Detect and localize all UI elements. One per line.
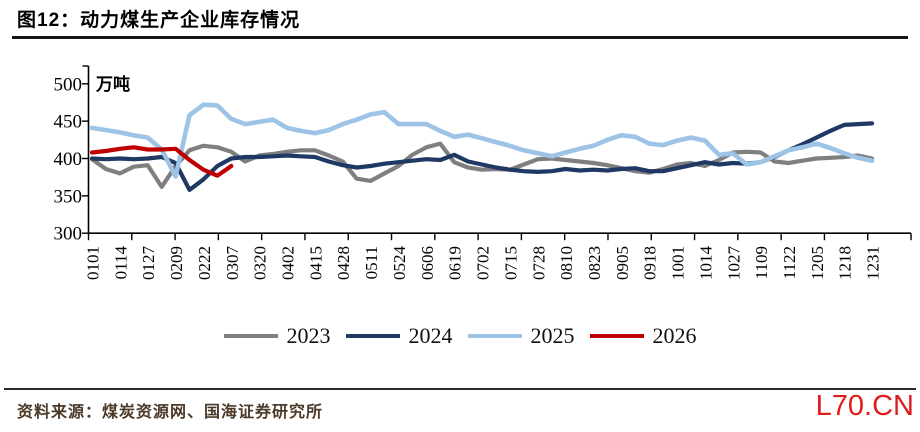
- x-tick-label: 1218: [836, 246, 855, 280]
- x-tick-label: 0415: [306, 246, 325, 280]
- figure-label: 图12：: [17, 10, 81, 31]
- x-tick-label: 0524: [390, 246, 409, 281]
- figure-title: 图12：动力煤生产企业库存情况: [17, 5, 300, 32]
- legend-item-2025: 2025: [467, 323, 575, 349]
- x-tick-label: 0101: [84, 246, 103, 280]
- legend-item-2023: 2023: [223, 323, 331, 349]
- y-tick-label: 450: [54, 112, 83, 133]
- x-tick-label: 0222: [195, 246, 214, 280]
- legend-swatch-2024: [345, 334, 400, 338]
- legend-label-2025: 2025: [530, 323, 575, 348]
- watermark-text: L70.CN: [815, 390, 914, 422]
- x-tick-label: 0127: [139, 246, 158, 281]
- x-tick-label: 1027: [724, 246, 743, 281]
- x-tick-label: 0114: [111, 246, 130, 280]
- series-line-2023: [89, 141, 875, 189]
- y-tick-label: 300: [54, 224, 83, 245]
- x-tick-label: 0823: [585, 246, 604, 280]
- series-line-2025: [89, 102, 875, 179]
- legend-swatch-2025: [467, 334, 522, 338]
- x-tick-label: 0307: [223, 246, 242, 281]
- x-tick-label: 0511: [362, 246, 381, 279]
- x-tick-label: 0619: [446, 246, 465, 280]
- x-tick-label: 0402: [279, 246, 298, 280]
- x-tick-label: 1122: [780, 246, 799, 279]
- legend-label-2023: 2023: [286, 323, 331, 348]
- line-chart: 500 450 400 350 300 万吨 0101 0114 0127 0209 0222 030…: [54, 65, 912, 281]
- series-line-2026: [89, 145, 234, 178]
- y-tick-label: 350: [54, 186, 83, 207]
- x-tick-label: 0320: [251, 246, 270, 280]
- source-text: 资料来源：煤炭资源网、国海证券研究所: [17, 404, 324, 421]
- x-tick-label: 0728: [529, 246, 548, 280]
- y-tick-label: 400: [54, 149, 83, 170]
- x-tick-label: 0918: [641, 246, 660, 280]
- x-tick-label: 1001: [669, 246, 688, 280]
- legend-swatch-2026: [589, 334, 644, 338]
- x-tick-label: 0905: [613, 246, 632, 280]
- x-tick-label: 1109: [752, 246, 771, 279]
- title-divider: [12, 36, 908, 39]
- footer-divider: [4, 388, 916, 390]
- legend-item-2026: 2026: [589, 323, 697, 349]
- legend-label-2026: 2026: [652, 323, 697, 348]
- x-tick-label: 1231: [864, 246, 883, 280]
- y-tick-label: 500: [54, 74, 83, 95]
- x-tick-label: 0428: [334, 246, 353, 280]
- x-tick-label: 0606: [418, 246, 437, 280]
- figure-title-text: 动力煤生产企业库存情况: [80, 10, 301, 31]
- series-line-2024: [89, 121, 875, 192]
- legend-swatch-2023: [223, 334, 278, 338]
- legend-item-2024: 2024: [345, 323, 453, 349]
- x-tick-label: 1014: [696, 246, 715, 281]
- chart-legend: 2023 2024 2025 2026: [0, 323, 920, 349]
- x-tick-label: 0702: [474, 246, 493, 280]
- legend-label-2024: 2024: [408, 323, 453, 348]
- x-tick-label: 1205: [808, 246, 827, 280]
- x-tick-label: 0810: [557, 246, 576, 280]
- y-axis-unit-label: 万吨: [95, 74, 130, 94]
- x-tick-label: 0209: [167, 246, 186, 280]
- x-tick-label: 0715: [501, 246, 520, 280]
